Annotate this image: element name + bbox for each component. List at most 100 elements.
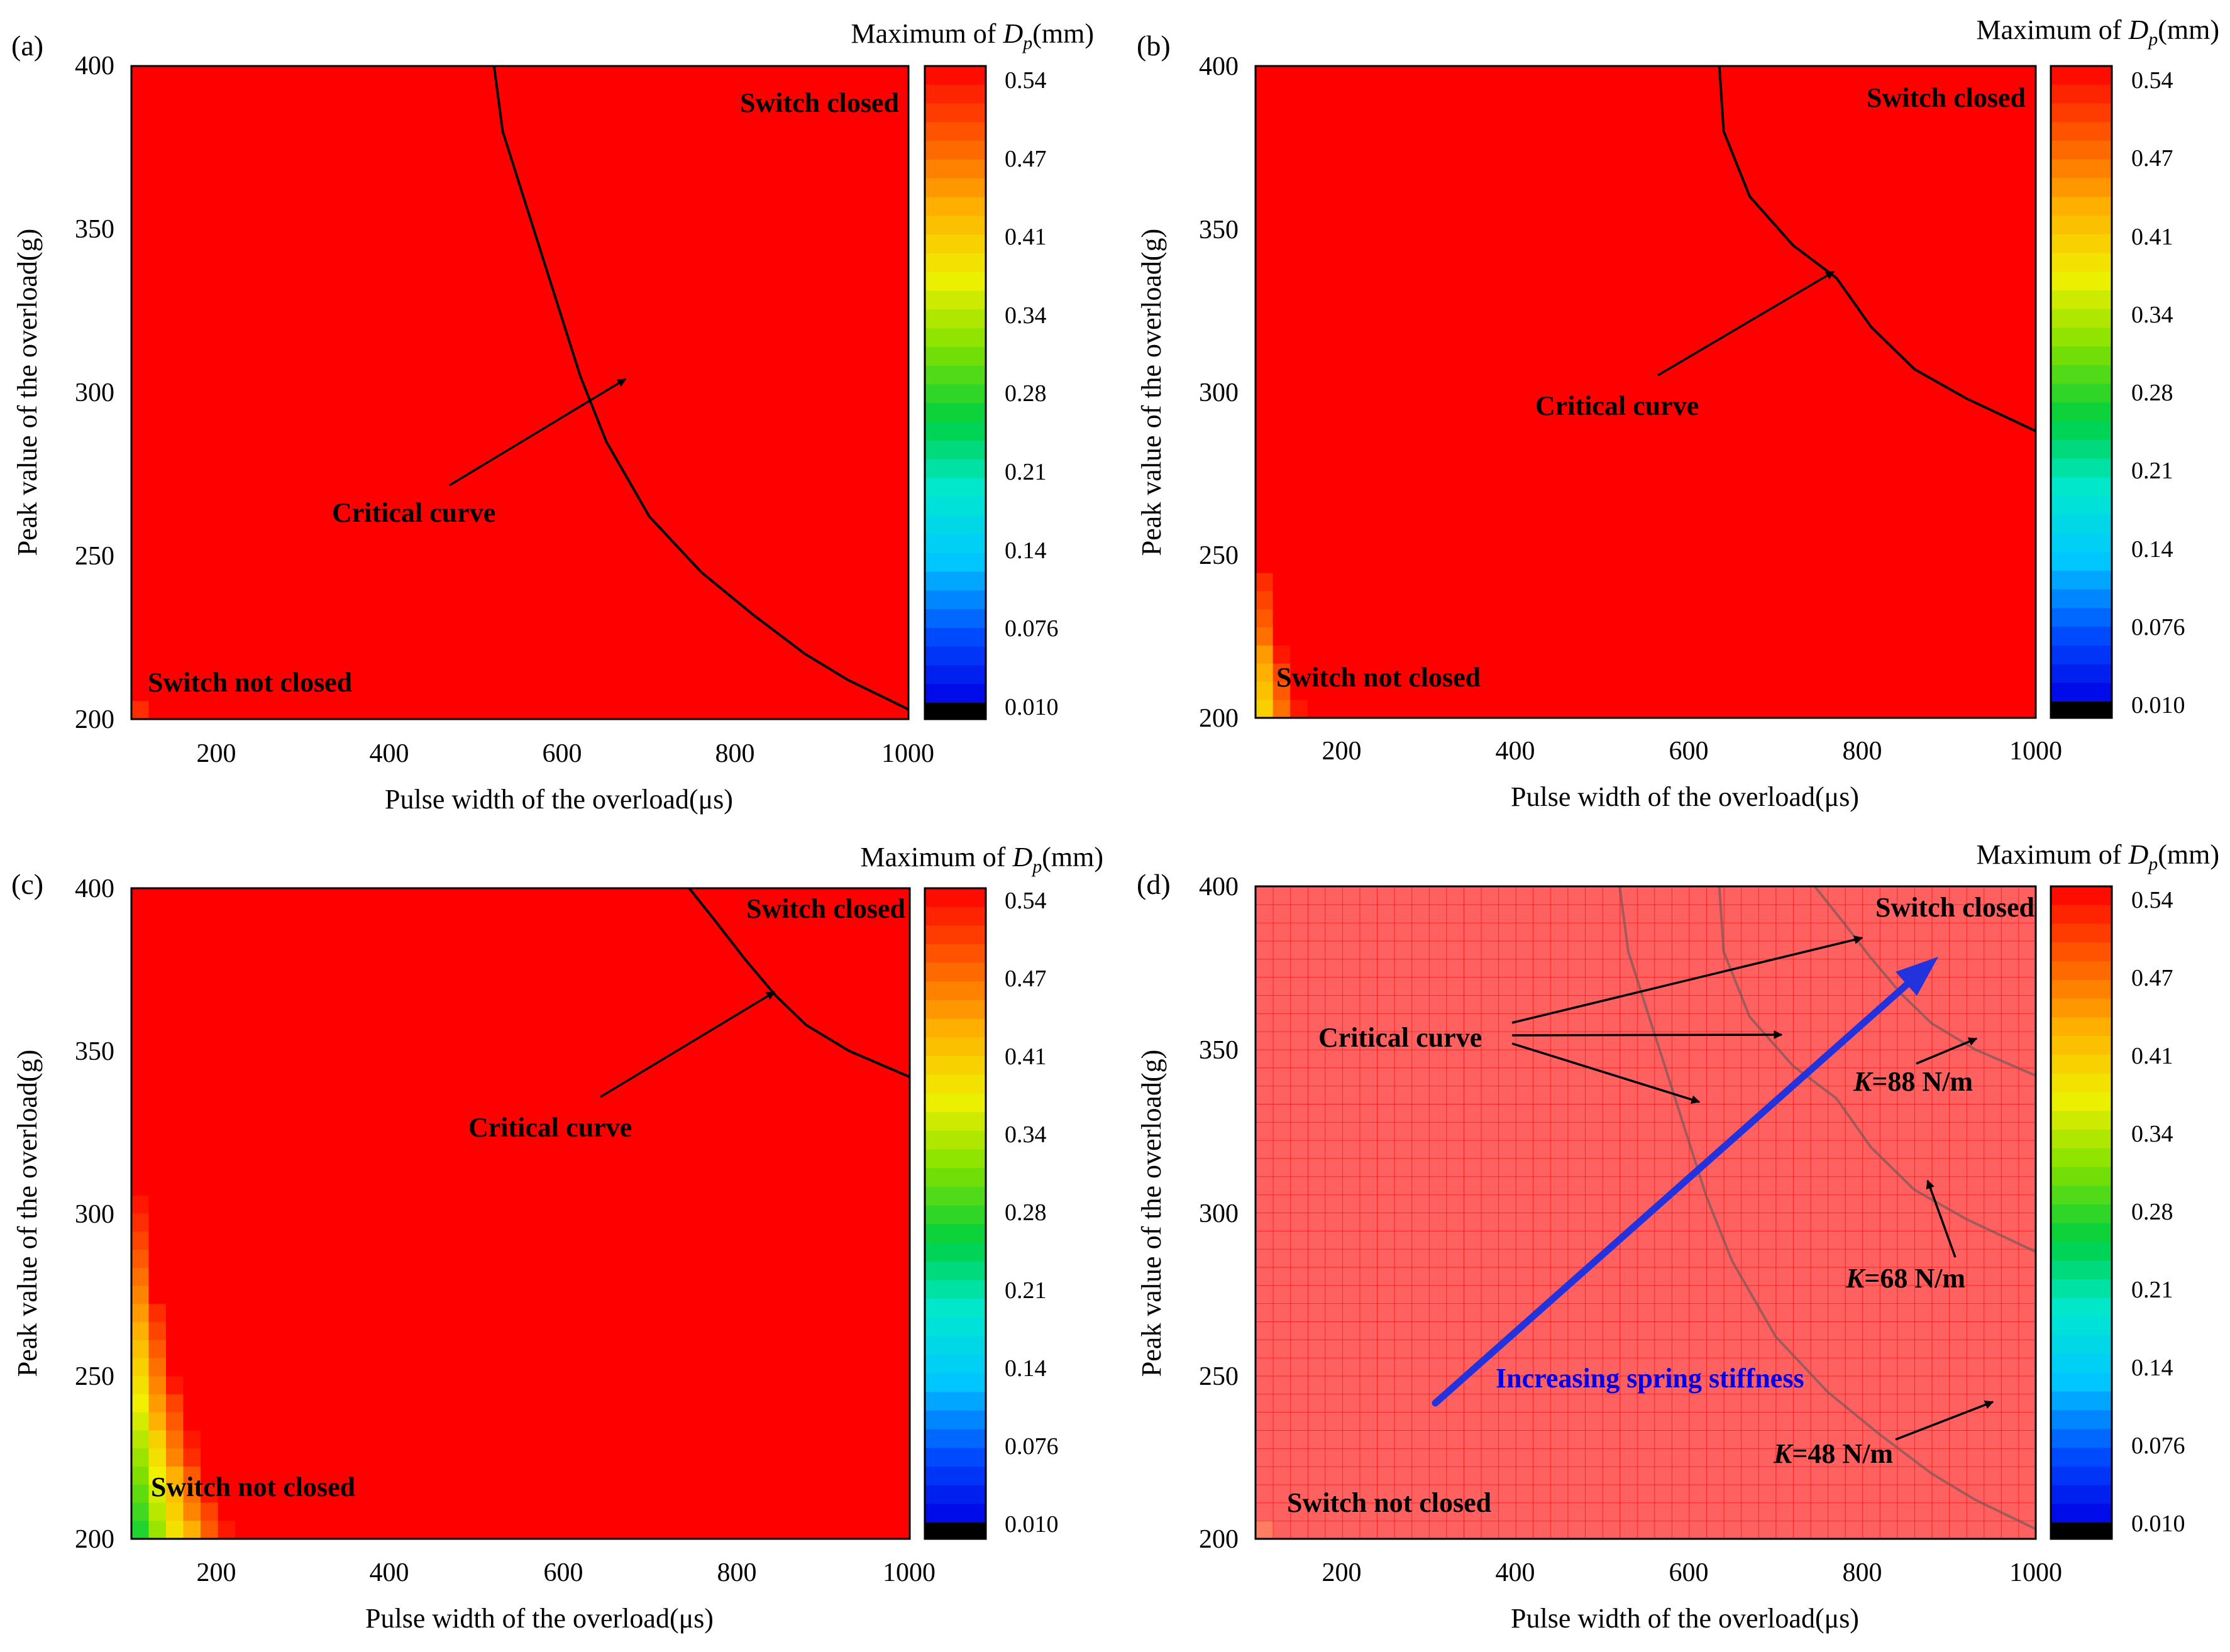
heatmap-cell bbox=[719, 1069, 737, 1088]
heatmap-cell bbox=[1845, 319, 1863, 339]
heatmap-cell bbox=[650, 1430, 668, 1450]
heatmap-cell bbox=[650, 1502, 668, 1522]
heatmap-cell bbox=[1567, 265, 1586, 284]
heatmap-cell bbox=[356, 247, 374, 267]
heatmap-cell bbox=[512, 906, 530, 925]
heatmap-cell bbox=[581, 1177, 599, 1196]
heatmap-cell bbox=[252, 1448, 271, 1468]
heatmap-cell bbox=[1810, 663, 1829, 683]
heatmap-cell bbox=[1585, 192, 1603, 212]
heatmap-cell bbox=[632, 1033, 651, 1052]
heatmap-cell bbox=[1256, 355, 1274, 375]
heatmap-cell bbox=[1515, 446, 1534, 465]
heatmap-cell bbox=[304, 229, 323, 248]
heatmap-cell bbox=[460, 1177, 478, 1196]
heatmap-cell bbox=[408, 1231, 426, 1251]
heatmap-cell bbox=[1272, 700, 1291, 719]
heatmap-cell bbox=[1654, 229, 1672, 248]
heatmap-cell bbox=[1585, 554, 1603, 574]
heatmap-cell bbox=[443, 1358, 461, 1377]
heatmap-cell bbox=[131, 1015, 150, 1034]
heatmap-cell bbox=[1325, 319, 1343, 339]
heatmap-cell bbox=[442, 175, 460, 194]
heatmap-cell bbox=[615, 1286, 634, 1305]
heatmap-cell bbox=[1290, 428, 1308, 447]
heatmap-cell bbox=[460, 1448, 478, 1468]
heatmap-cell bbox=[1256, 482, 1274, 502]
heatmap-cell bbox=[407, 483, 426, 502]
heatmap-cell bbox=[1498, 482, 1516, 502]
heatmap-cell bbox=[1498, 591, 1516, 610]
heatmap-cell bbox=[1377, 609, 1395, 628]
heatmap-cell bbox=[443, 888, 461, 907]
heatmap-cell bbox=[1325, 519, 1343, 537]
heatmap-cell bbox=[1394, 373, 1413, 393]
heatmap-cell bbox=[1810, 373, 1829, 393]
heatmap-cell bbox=[218, 374, 236, 394]
heatmap-cell bbox=[1654, 536, 1672, 556]
heatmap-cell bbox=[1984, 663, 2002, 683]
heatmap-cell bbox=[1637, 554, 1655, 574]
heatmap-cell bbox=[338, 519, 357, 539]
heatmap-cell bbox=[1446, 102, 1464, 121]
heatmap-cell bbox=[321, 1412, 340, 1431]
heatmap-cell bbox=[1498, 500, 1516, 520]
heatmap-cell bbox=[598, 1322, 617, 1341]
heatmap-cell bbox=[546, 978, 565, 998]
heatmap-cell bbox=[1498, 211, 1516, 230]
heatmap-cell bbox=[632, 1213, 651, 1233]
heatmap-cell bbox=[615, 483, 633, 502]
heatmap-cell bbox=[1377, 138, 1395, 157]
heatmap-cell bbox=[1637, 536, 1655, 556]
heatmap-cell bbox=[1272, 428, 1291, 447]
heatmap-cell bbox=[494, 924, 513, 944]
heatmap-cell bbox=[443, 1105, 461, 1124]
heatmap-cell bbox=[1723, 663, 1742, 683]
heatmap-cell bbox=[252, 1358, 271, 1377]
heatmap-cell bbox=[1671, 301, 1690, 321]
heatmap-cell bbox=[563, 906, 582, 925]
heatmap-cell bbox=[148, 193, 167, 212]
colorbar-band bbox=[925, 515, 986, 535]
heatmap-cell bbox=[304, 175, 323, 194]
heatmap-cell bbox=[597, 556, 616, 575]
heatmap-cell bbox=[218, 996, 236, 1016]
heatmap-cell bbox=[148, 888, 167, 907]
heatmap-cell bbox=[494, 996, 513, 1016]
heatmap-cell bbox=[1498, 392, 1516, 411]
heatmap-cell bbox=[460, 1412, 478, 1431]
heatmap-cell bbox=[615, 1376, 634, 1396]
colorbar-band bbox=[925, 684, 986, 703]
heatmap-cell bbox=[1428, 338, 1447, 356]
heatmap-cell bbox=[442, 157, 460, 176]
x-tick: 800 bbox=[1843, 737, 1882, 766]
heatmap-cell bbox=[373, 1322, 392, 1341]
heatmap-cell bbox=[477, 1467, 495, 1485]
heatmap-cell bbox=[424, 429, 443, 448]
heatmap-cell bbox=[287, 628, 305, 647]
heatmap-cell bbox=[165, 483, 184, 502]
heatmap-cell bbox=[338, 120, 357, 140]
heatmap-cell bbox=[407, 628, 426, 647]
heatmap-cell bbox=[494, 1069, 513, 1088]
heatmap-cell bbox=[1845, 663, 1863, 683]
heatmap-cell bbox=[131, 1430, 150, 1450]
heatmap-cell bbox=[407, 374, 426, 394]
heatmap-cell bbox=[1602, 446, 1621, 465]
heatmap-cell bbox=[1671, 157, 1690, 175]
heatmap-cell bbox=[1550, 373, 1569, 393]
heatmap-cell bbox=[1481, 519, 1499, 537]
heatmap-cell bbox=[183, 1521, 201, 1540]
heatmap-cell bbox=[823, 1484, 841, 1504]
heatmap-cell bbox=[1515, 591, 1534, 610]
heatmap-cell bbox=[148, 1123, 167, 1142]
heatmap-cell bbox=[839, 701, 858, 720]
heatmap-cell bbox=[580, 628, 599, 647]
heatmap-cell bbox=[632, 1521, 651, 1540]
heatmap-cell bbox=[201, 978, 219, 998]
heatmap-cell bbox=[1256, 84, 1274, 103]
heatmap-cell bbox=[580, 610, 599, 629]
heatmap-cell bbox=[218, 646, 236, 666]
heatmap-cell bbox=[321, 701, 339, 720]
heatmap-cell bbox=[390, 1322, 409, 1341]
